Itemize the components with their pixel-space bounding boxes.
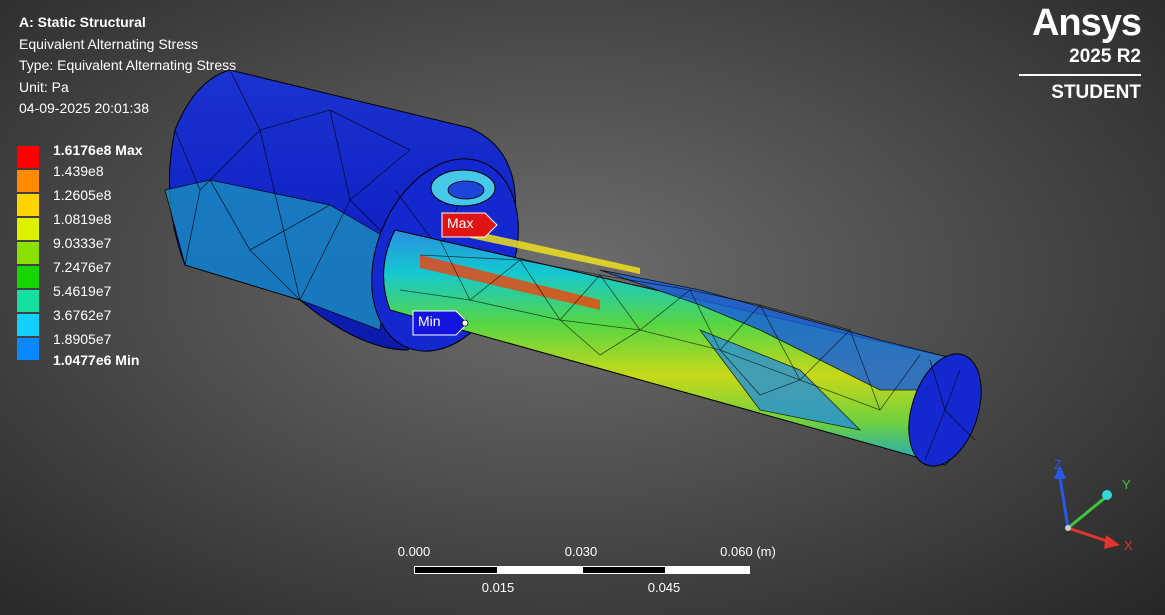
scale-bar: 0.000 0.030 0.060 (m) 0.015 0.045 xyxy=(398,542,776,595)
min-probe-label: Min xyxy=(418,313,441,329)
legend-label: 5.4619e7 xyxy=(53,283,112,299)
legend-label: 7.2476e7 xyxy=(53,259,112,275)
legend-label: 3.6762e7 xyxy=(53,307,112,323)
brand-name: Ansys xyxy=(1031,2,1142,44)
result-unit: Unit: Pa xyxy=(19,78,69,95)
axis-triad[interactable]: Z Y X xyxy=(1040,455,1140,565)
scale-segment xyxy=(498,566,582,574)
brand-edition: STUDENT xyxy=(1051,82,1141,103)
max-probe-label: Max xyxy=(447,215,474,231)
legend-label: 1.2605e8 xyxy=(53,187,112,203)
legend-color-bar xyxy=(17,146,39,364)
scale-segment xyxy=(582,566,666,574)
legend-max-label: 1.6176e8 Max xyxy=(53,142,143,158)
legend-swatch xyxy=(17,194,39,216)
legend-label: 1.439e8 xyxy=(53,163,104,179)
x-axis-label: X xyxy=(1124,538,1133,553)
legend-swatch xyxy=(17,266,39,288)
legend-swatch xyxy=(17,314,39,336)
analysis-title: A: Static Structural xyxy=(19,14,146,30)
legend-swatch xyxy=(17,146,39,168)
legend-swatch xyxy=(17,338,39,360)
scale-label: 0.045 xyxy=(647,580,681,595)
keyway-fillet xyxy=(430,169,496,207)
legend-swatch xyxy=(17,170,39,192)
result-name: Equivalent Alternating Stress xyxy=(19,35,198,52)
y-axis-label: Y xyxy=(1122,477,1131,492)
legend-label: 1.0819e8 xyxy=(53,211,112,227)
result-info-panel: A: Static Structural Equivalent Alternat… xyxy=(19,12,236,120)
scale-label: 0.000 xyxy=(397,544,431,559)
small-shaft xyxy=(383,229,982,467)
scale-segment xyxy=(414,566,498,574)
min-probe-tag[interactable]: Min xyxy=(412,310,474,343)
scale-label: 0.060 (m) xyxy=(720,544,776,559)
result-type: Type: Equivalent Alternating Stress xyxy=(19,57,237,73)
legend-swatch xyxy=(17,290,39,312)
legend-label: 1.8905e7 xyxy=(53,331,112,347)
result-timestamp: 04-09-2025 20:01:38 xyxy=(19,100,149,116)
ansys-logo: Ansys 2025 R2 STUDENT xyxy=(1019,2,1142,104)
legend-swatch xyxy=(17,218,39,240)
scale-label: 0.030 xyxy=(564,544,598,559)
max-probe-tag[interactable]: Max xyxy=(441,212,499,245)
legend-swatch xyxy=(17,242,39,264)
legend-min-label: 1.0477e6 Min xyxy=(53,352,140,368)
scale-label: 0.015 xyxy=(481,580,515,595)
brand-divider xyxy=(1019,74,1141,76)
legend-label: 9.0333e7 xyxy=(53,235,112,251)
z-axis-label: Z xyxy=(1054,457,1062,472)
brand-version: 2025 R2 xyxy=(1069,46,1141,67)
scale-segment xyxy=(666,566,750,574)
